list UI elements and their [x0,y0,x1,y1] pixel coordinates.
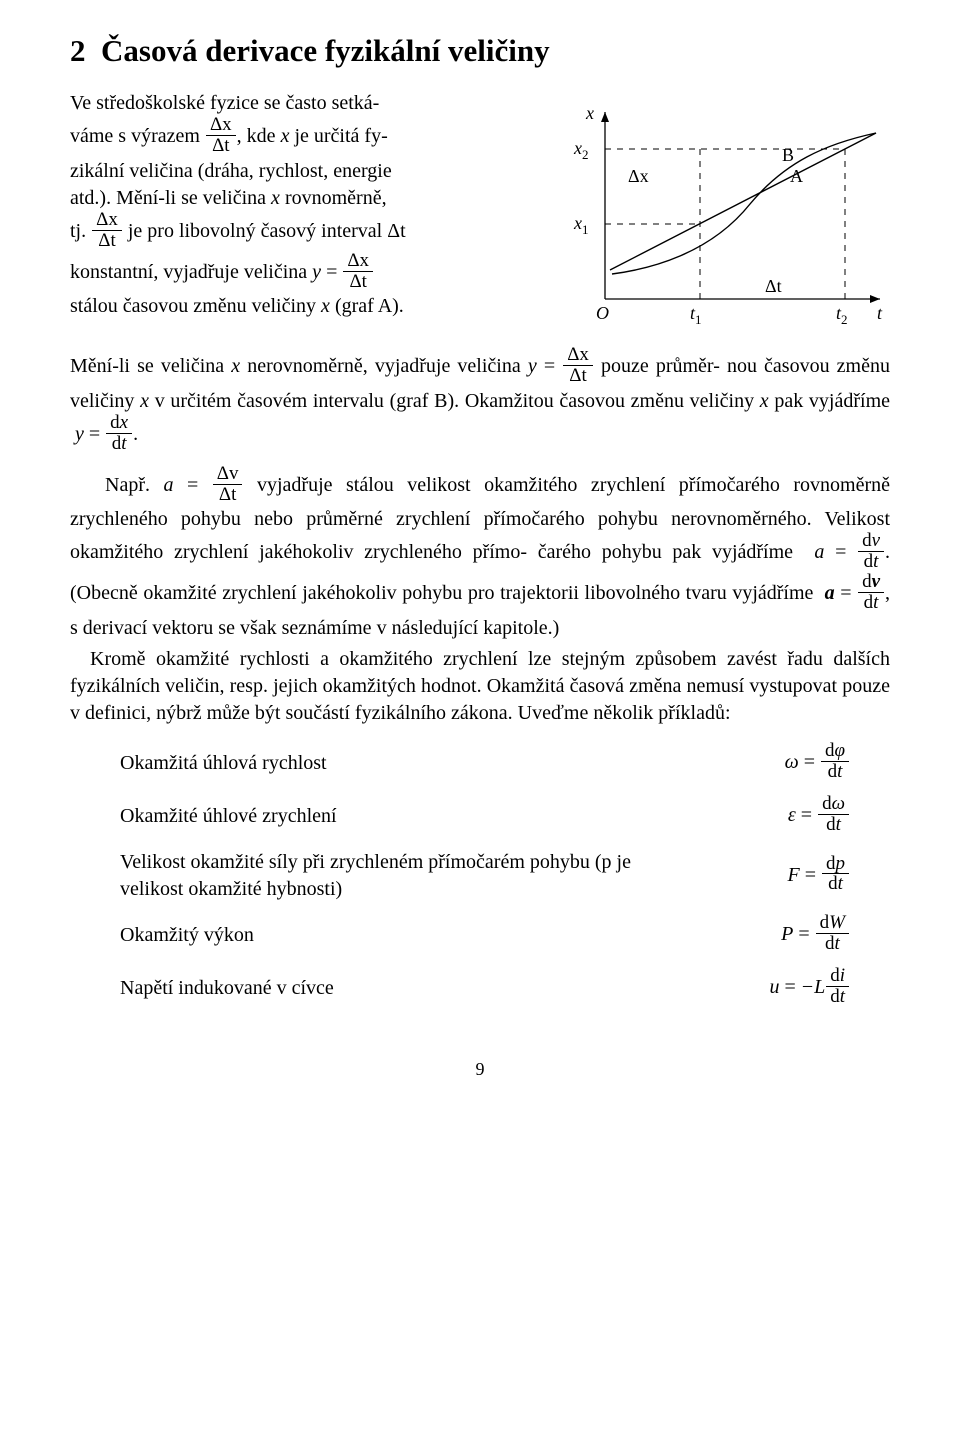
frac-dvdt-D: ΔvΔt [213,464,243,505]
paragraph-2: Mění-li se veličina x nerovnoměrně, vyja… [70,347,890,456]
table-row: Okamžitý výkon P = dWdt [70,915,890,956]
frac-dxdt-4: ΔxΔt [563,345,593,386]
svg-text:t1: t1 [690,303,702,327]
eq-F: F = dpdt [678,856,890,897]
svg-text:x2: x2 [573,138,589,162]
section-title: Časová derivace fyzikální veličiny [101,33,550,68]
frac-dxdt-1: ΔxΔt [206,115,236,156]
paragraph-1: Ve středoškolské fyzice se často setká- … [70,90,560,321]
svg-text:Δx: Δx [628,166,649,186]
svg-text:x1: x1 [573,213,589,237]
paragraph-3: Např. a = ΔvΔt vyjadřuje stálou velikost… [70,466,890,643]
eq-omega: ω = dφdt [678,743,890,784]
frac-dvvec/dt: dvdt [858,572,884,613]
svg-text:O: O [596,303,609,323]
frac-dx/dt: dxdt [106,413,132,454]
svg-text:A: A [790,166,803,186]
svg-text:B: B [782,145,794,165]
svg-text:t: t [877,303,883,323]
table-row: Velikost okamžité síly při zrychleném př… [70,849,890,903]
svg-text:Δt: Δt [765,276,782,296]
table-row: Okamžité úhlové zrychlení ε = dωdt [70,796,890,837]
frac-dxdt-2: ΔxΔt [92,210,122,251]
paragraph-4: Kromě okamžité rychlosti a okamžitého zr… [70,646,890,727]
table-row: Okamžitá úhlová rychlost ω = dφdt [70,743,890,784]
eq-P: P = dWdt [678,915,890,956]
definitions-list: Okamžitá úhlová rychlost ω = dφdt Okamži… [70,743,890,1009]
figure-graph-AB: x x2 x1 O t1 t2 t Δt Δx A B [570,94,890,347]
section-heading: 2 Časová derivace fyzikální veličiny [70,30,890,72]
fig-y-axis-label: x [585,103,594,123]
frac-dxdt-3: ΔxΔt [343,251,373,292]
eq-eps: ε = dωdt [678,796,890,837]
section-number: 2 [70,33,86,68]
svg-text:t2: t2 [836,303,848,327]
eq-u: u = −Ldidt [678,968,890,1009]
frac-dv/dt: dvdt [858,531,884,572]
table-row: Napětí indukované v cívce u = −Ldidt [70,968,890,1009]
page-number: 9 [70,1057,890,1081]
